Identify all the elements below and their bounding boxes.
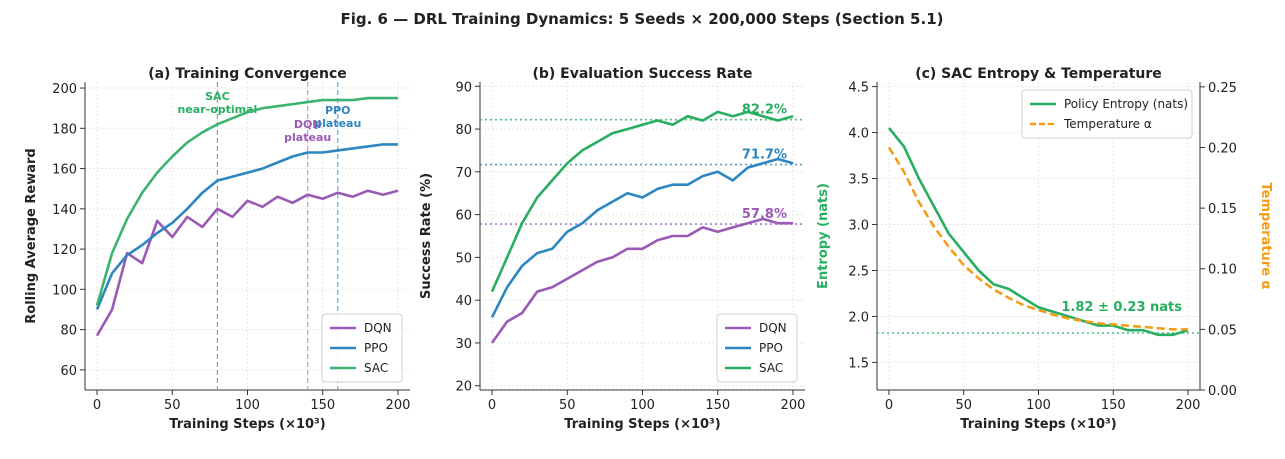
legend-label: Temperature α [1063, 117, 1152, 131]
y-tick-label: 30 [455, 337, 472, 352]
y-tick-label: 180 [52, 122, 77, 137]
annotation: DQN [294, 118, 322, 131]
annotation: SAC [205, 90, 230, 103]
annotation: plateau [314, 117, 361, 130]
x-tick-label: 150 [705, 398, 730, 413]
panel-title: (c) SAC Entropy & Temperature [915, 66, 1162, 82]
figure-title: Fig. 6 — DRL Training Dynamics: 5 Seeds … [341, 10, 944, 28]
y2-tick-label: 0.15 [1208, 202, 1237, 217]
panel-title: (a) Training Convergence [148, 66, 347, 82]
y2-tick-label: 0.00 [1208, 384, 1237, 399]
y2-tick-label: 0.05 [1208, 323, 1237, 338]
legend-label: SAC [364, 361, 388, 375]
y-tick-label: 2.0 [848, 310, 869, 325]
y-tick-label: 70 [455, 166, 472, 181]
y-tick-label: 3.0 [848, 219, 869, 234]
y-tick-label: 60 [60, 364, 77, 379]
series-line [95, 143, 398, 310]
panel-title: (b) Evaluation Success Rate [532, 66, 752, 82]
x-tick-label: 200 [1176, 398, 1201, 413]
legend-box [716, 313, 798, 383]
legend-label: PPO [364, 341, 388, 355]
legend: DQN PPO SAC [321, 313, 403, 383]
x-tick-label: 200 [386, 398, 411, 413]
x-tick-label: 50 [559, 398, 576, 413]
reference-label: 57.8% [742, 207, 787, 222]
y-tick-label: 120 [52, 243, 77, 258]
y-tick-label: 20 [455, 380, 472, 395]
y-tick-label: 50 [455, 251, 472, 266]
y-tick-label: 2.5 [848, 264, 869, 279]
x-tick-label: 50 [955, 398, 972, 413]
x-axis-label: Training Steps (×10³) [564, 417, 720, 432]
y-tick-label: 80 [60, 324, 77, 339]
reference-label: 1.82 ± 0.23 nats [1061, 300, 1182, 315]
x-axis-label: Training Steps (×10³) [960, 417, 1116, 432]
y-tick-label: 160 [52, 163, 77, 178]
y-axis-label: Entropy (nats) [816, 183, 831, 289]
series-line [490, 157, 794, 318]
y-axis-label: Success Rate (%) [419, 173, 434, 299]
annotation: PPO [325, 104, 350, 117]
x-tick-label: 100 [235, 398, 260, 413]
y-tick-label: 4.0 [848, 127, 869, 142]
x-tick-label: 0 [488, 398, 496, 413]
legend: Policy Entropy (nats) Temperature α [1021, 89, 1193, 139]
x-tick-label: 150 [1101, 398, 1126, 413]
legend-label: PPO [759, 341, 783, 355]
y-tick-label: 140 [52, 203, 77, 218]
series-line [887, 146, 1188, 331]
y-tick-label: 100 [52, 283, 77, 298]
y-tick-label: 80 [455, 123, 472, 138]
legend-label: SAC [759, 361, 783, 375]
annotation: plateau [284, 131, 331, 144]
series-line [887, 127, 1189, 337]
legend-label: DQN [364, 321, 392, 335]
y2-tick-label: 0.10 [1208, 263, 1237, 278]
x-tick-label: 100 [630, 398, 655, 413]
x-tick-label: 0 [93, 398, 101, 413]
series-line [95, 189, 399, 337]
y-tick-label: 60 [455, 209, 472, 224]
series-line [490, 217, 793, 344]
legend-label: DQN [759, 321, 787, 335]
y-tick-label: 200 [52, 82, 77, 97]
y2-axis-label: Temperature α [1258, 183, 1273, 290]
y-tick-label: 40 [455, 294, 472, 309]
y-tick-label: 4.5 [848, 81, 869, 96]
y-tick-label: 3.5 [848, 173, 869, 188]
series-line [95, 96, 398, 306]
y2-tick-label: 0.25 [1208, 81, 1237, 96]
x-axis-label: Training Steps (×10³) [169, 417, 325, 432]
annotation: near-optimal [177, 103, 257, 116]
x-tick-label: 100 [1026, 398, 1051, 413]
x-tick-label: 50 [164, 398, 181, 413]
x-tick-label: 0 [885, 398, 893, 413]
legend-box [1021, 89, 1193, 139]
legend-box [321, 313, 403, 383]
x-tick-label: 150 [310, 398, 335, 413]
legend-label: Policy Entropy (nats) [1064, 97, 1188, 111]
y-tick-label: 90 [455, 80, 472, 95]
y2-tick-label: 0.20 [1208, 141, 1237, 156]
x-tick-label: 200 [781, 398, 806, 413]
y-axis-label: Rolling Average Reward [24, 148, 39, 323]
series-line [490, 110, 794, 293]
legend: DQN PPO SAC [716, 313, 798, 383]
y-tick-label: 1.5 [848, 356, 869, 371]
